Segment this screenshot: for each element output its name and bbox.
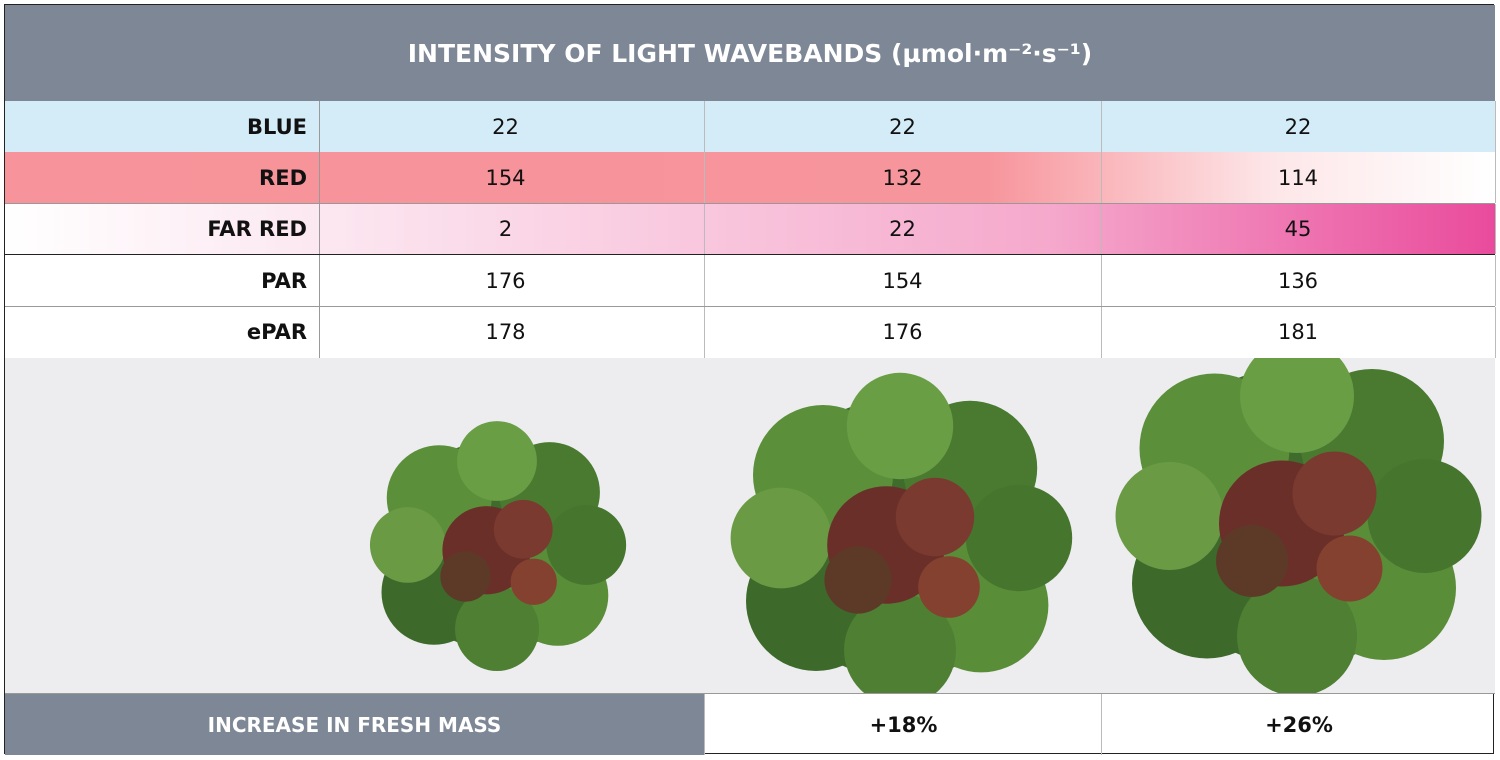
- photo-row: [5, 339, 1495, 706]
- row-label: PAR: [5, 255, 320, 307]
- row-label: FAR RED: [5, 203, 320, 254]
- cell-value: 132: [704, 152, 1102, 204]
- table-row: PAR 176 154 136: [5, 255, 1496, 308]
- table-row: RED 154 132 114: [5, 152, 1496, 205]
- table-frame: INTENSITY OF LIGHT WAVEBANDS (µmol·m⁻²·s…: [4, 4, 1496, 755]
- footer-row: INCREASE IN FRESH MASS +18% +26%: [5, 693, 1495, 755]
- row-label: BLUE: [5, 101, 320, 152]
- lettuce-1: [369, 421, 627, 671]
- cell-value: 176: [307, 255, 705, 307]
- cell-value: 2: [307, 203, 705, 254]
- lettuce-2: [730, 372, 1073, 706]
- cell-value: 22: [307, 101, 705, 152]
- cell-value: 22: [704, 203, 1102, 254]
- lettuce-images: [369, 339, 1482, 706]
- table-row: ePAR 178 176 181: [5, 306, 1496, 359]
- footer-value: +26%: [1101, 694, 1496, 755]
- title: INTENSITY OF LIGHT WAVEBANDS (µmol·m⁻²·s…: [5, 5, 1495, 101]
- table-row: BLUE 22 22 22: [5, 101, 1496, 153]
- row-label: RED: [5, 152, 320, 204]
- table-row: FAR RED 2 22 45: [5, 203, 1496, 256]
- cell-value: 22: [704, 101, 1102, 152]
- cell-value: 154: [307, 152, 705, 204]
- cell-value: 178: [307, 306, 705, 358]
- cell-value: 176: [704, 306, 1102, 358]
- footer-label: INCREASE IN FRESH MASS: [5, 694, 704, 755]
- cell-value: 22: [1101, 101, 1496, 152]
- cell-value: 45: [1101, 203, 1496, 254]
- cell-value: 114: [1101, 152, 1496, 204]
- row-label: ePAR: [5, 306, 320, 358]
- cell-value: 154: [704, 255, 1102, 307]
- cell-value: 181: [1101, 306, 1496, 358]
- footer-value: +18%: [704, 694, 1102, 755]
- lettuce-3: [1115, 339, 1482, 696]
- cell-value: 136: [1101, 255, 1496, 307]
